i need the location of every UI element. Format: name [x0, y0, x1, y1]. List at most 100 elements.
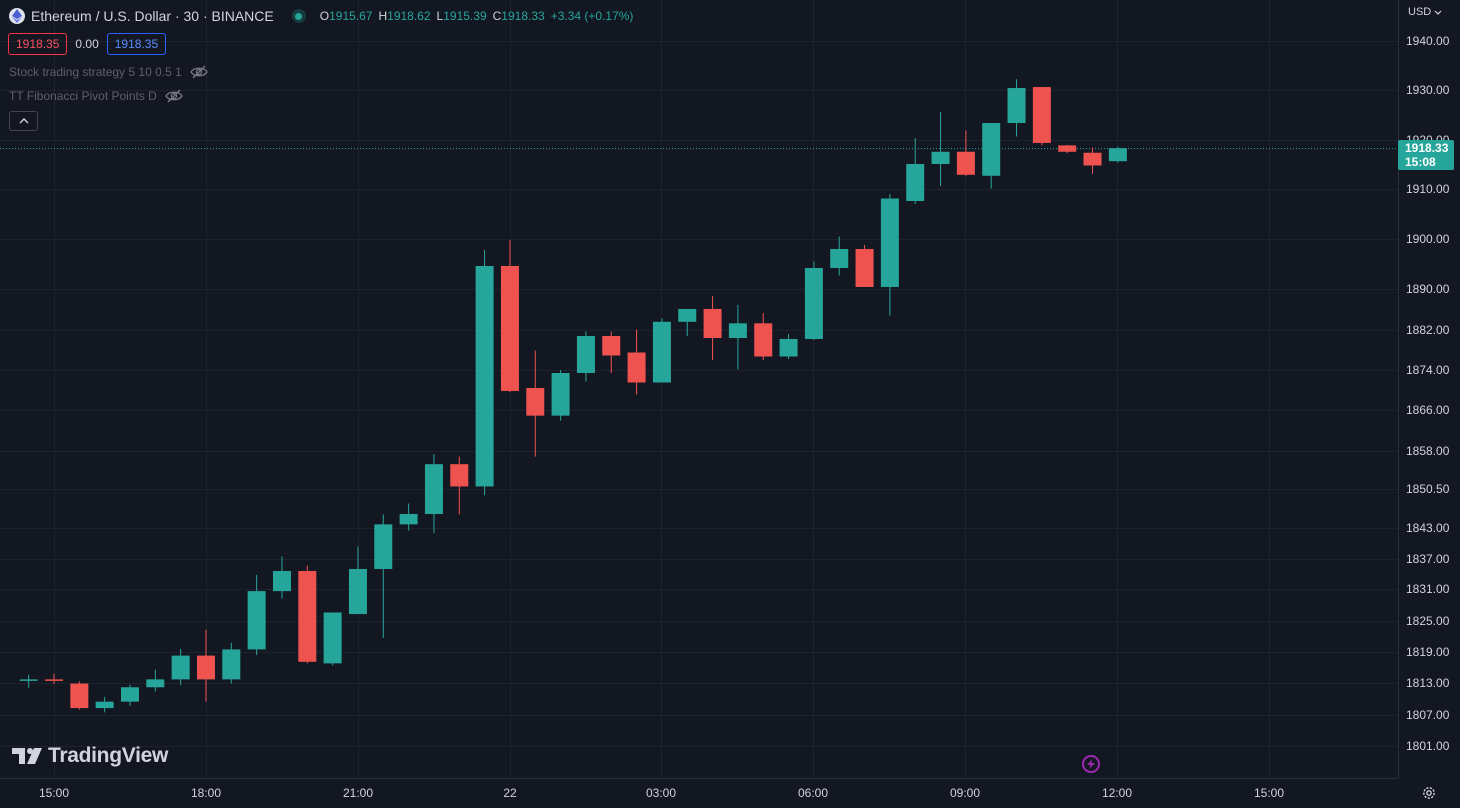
price-tick-label: 1890.00 — [1406, 282, 1450, 296]
candle — [475, 250, 494, 496]
symbol-title[interactable]: Ethereum / U.S. Dollar · 30 · BINANCE — [31, 8, 274, 24]
candle — [880, 194, 899, 316]
price-tick-label: 1900.00 — [1406, 232, 1450, 246]
candle — [956, 130, 975, 176]
buy-sell-panel: 1918.35 0.00 1918.35 — [8, 33, 167, 55]
chevron-up-icon — [19, 118, 28, 124]
candle-body — [728, 323, 747, 338]
grid — [0, 0, 1398, 778]
price-tick-label: 1882.00 — [1406, 323, 1450, 337]
buy-button[interactable]: 1918.35 — [106, 33, 167, 55]
ohlc-change: +3.34 (+0.17%) — [550, 9, 634, 23]
tradingview-logo[interactable]: TradingView — [12, 744, 168, 768]
bar-countdown: 15:08 — [1405, 155, 1436, 170]
candle — [906, 138, 925, 204]
currency-selector[interactable]: USD — [1408, 6, 1442, 18]
candle-body — [779, 339, 798, 357]
candle-body — [247, 591, 266, 650]
candle — [171, 648, 190, 686]
candle — [222, 642, 241, 684]
candle-body — [374, 524, 393, 569]
price-tick-label: 1940.00 — [1406, 34, 1450, 48]
time-tick-label: 22 — [503, 786, 517, 800]
candle-body — [1032, 87, 1051, 143]
price-tick-label: 1807.00 — [1406, 708, 1450, 722]
settings-gear-icon[interactable] — [1421, 785, 1437, 801]
sell-button[interactable]: 1918.35 — [8, 33, 68, 55]
currency-label: USD — [1408, 6, 1432, 18]
candle-body — [196, 655, 215, 680]
candle — [70, 681, 89, 710]
candle — [348, 546, 367, 615]
candlestick-chart[interactable] — [0, 0, 1398, 778]
price-tick-label: 1858.00 — [1406, 444, 1450, 458]
price-tick-label: 1837.00 — [1406, 552, 1450, 566]
price-tick-label: 1930.00 — [1406, 83, 1450, 97]
ohlc-low-key: L — [436, 9, 444, 23]
collapse-legend-button[interactable] — [9, 111, 38, 131]
chevron-down-icon — [1434, 10, 1442, 15]
candle-body — [602, 336, 621, 356]
price-tick-label: 1831.00 — [1406, 582, 1450, 596]
indicator-fibonacci[interactable]: TT Fibonacci Pivot Points D — [9, 89, 183, 103]
ohlc-close-key: C — [492, 9, 502, 23]
candle-body — [1007, 88, 1026, 123]
price-tick-label: 1874.00 — [1406, 363, 1450, 377]
time-axis[interactable] — [0, 778, 1398, 808]
candle — [830, 236, 849, 276]
candle — [120, 684, 139, 706]
indicator-strategy[interactable]: Stock trading strategy 5 10 0.5 1 — [9, 65, 208, 79]
price-tick-label: 1866.00 — [1406, 403, 1450, 417]
candle-body — [551, 373, 570, 416]
candle — [576, 331, 595, 382]
price-tick-label: 1801.00 — [1406, 739, 1450, 753]
time-tick-label: 12:00 — [1101, 786, 1133, 800]
candle-body — [1058, 145, 1077, 152]
eye-off-icon[interactable] — [165, 89, 183, 103]
last-price-value: 1918.33 — [1405, 141, 1449, 156]
candle — [19, 674, 38, 688]
candle-body — [703, 308, 722, 338]
candle-body — [627, 352, 646, 383]
ohlc-high-value: 1918.62 — [387, 9, 431, 23]
indicator-label: TT Fibonacci Pivot Points D — [9, 89, 157, 103]
candle-body — [576, 336, 595, 373]
price-tick-label: 1910.00 — [1406, 182, 1450, 196]
candle — [526, 350, 545, 457]
ohlc-values: O1915.67 H1918.62 L1915.39 C1918.33 +3.3… — [320, 9, 634, 23]
price-tick-label: 1819.00 — [1406, 645, 1450, 659]
candle-body — [171, 655, 190, 680]
candle — [703, 296, 722, 360]
candle — [804, 261, 823, 340]
candle — [323, 612, 342, 666]
candle-body — [500, 266, 519, 391]
time-tick-label: 03:00 — [645, 786, 677, 800]
candle-body — [348, 569, 367, 615]
candle-body — [880, 198, 899, 287]
ethereum-icon — [9, 8, 25, 24]
eye-off-icon[interactable] — [190, 65, 208, 79]
price-tick-label: 1850.50 — [1406, 482, 1450, 496]
time-tick-label: 09:00 — [949, 786, 981, 800]
candle-body — [450, 464, 469, 487]
candles — [19, 79, 1127, 713]
candle — [500, 240, 519, 392]
candle — [1007, 79, 1026, 137]
price-tick-label: 1843.00 — [1406, 521, 1450, 535]
candle — [1032, 87, 1051, 146]
last-price-label: 1918.33 15:08 — [1398, 140, 1454, 171]
candle — [982, 123, 1001, 189]
candle-body — [982, 123, 1001, 176]
price-axis[interactable] — [1398, 0, 1460, 778]
time-tick-label: 06:00 — [797, 786, 829, 800]
candle — [627, 329, 646, 395]
candle — [779, 334, 798, 359]
candle-body — [70, 683, 89, 709]
lightning-icon[interactable] — [1082, 755, 1100, 773]
candle — [1108, 146, 1127, 163]
market-open-dot-icon[interactable] — [291, 9, 306, 23]
candle — [678, 308, 697, 336]
candle — [146, 669, 165, 692]
candle — [754, 313, 773, 360]
ohlc-low-value: 1915.39 — [443, 9, 487, 23]
